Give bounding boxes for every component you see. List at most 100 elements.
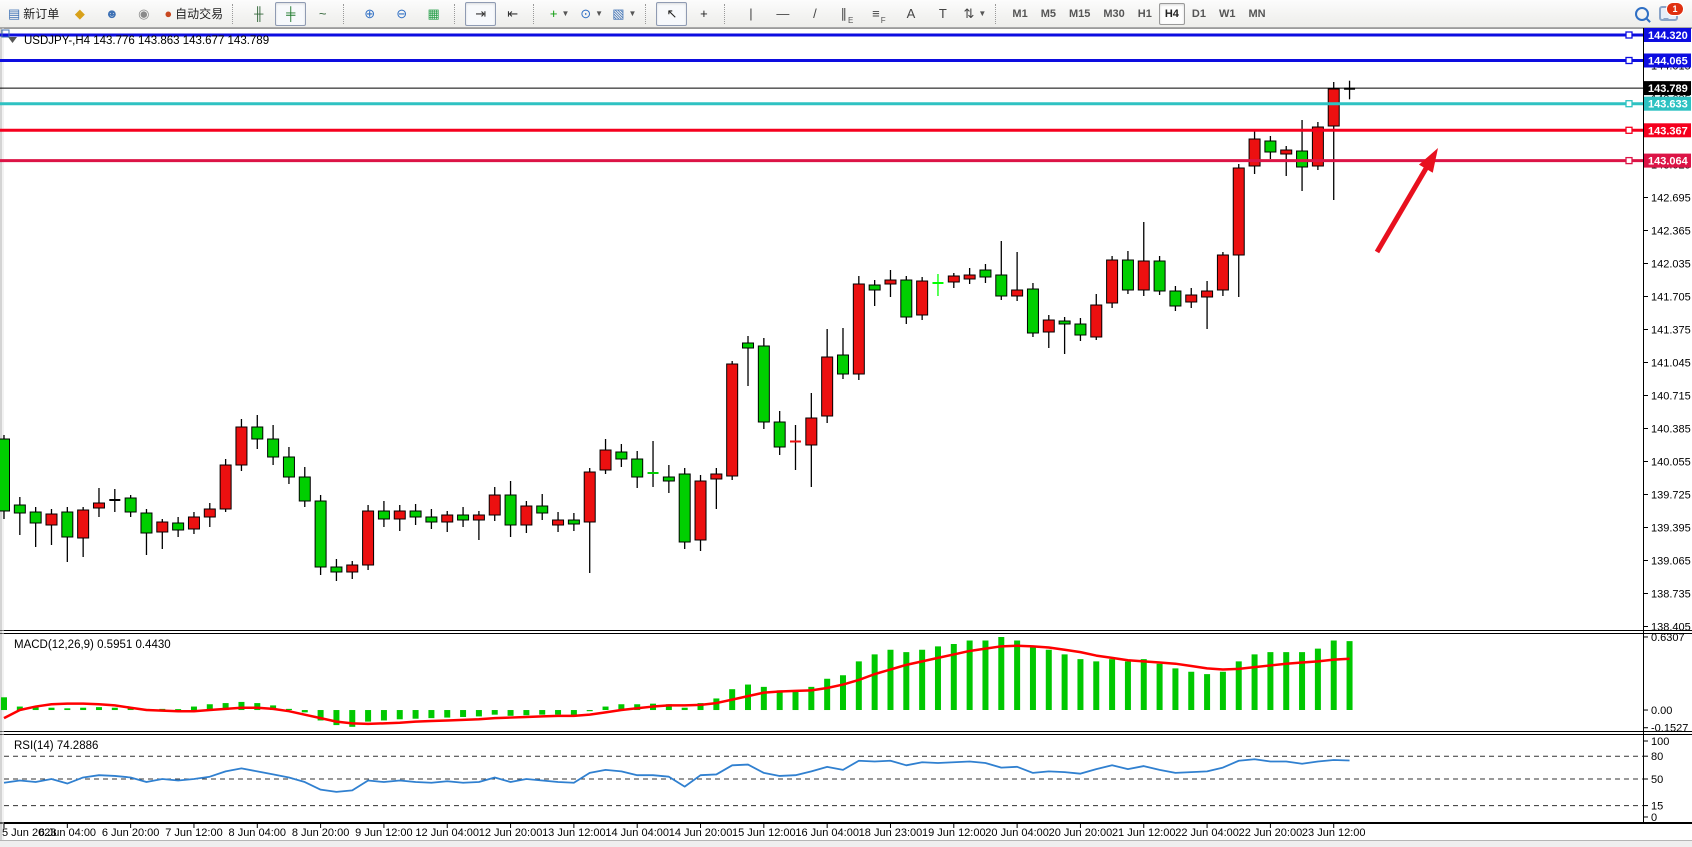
hline-handle-143.633[interactable] xyxy=(1625,100,1633,108)
indicators-dropdown-icon[interactable]: ▼ xyxy=(561,9,570,18)
periods-dropdown-icon[interactable]: ▼ xyxy=(595,9,604,18)
fibonacci-button[interactable]: ≡ F xyxy=(863,2,894,26)
candlestick-chart-button[interactable]: ╪ xyxy=(275,1,307,26)
price-badge-label: 144.320 xyxy=(1648,30,1688,42)
arrows-icon: ⇅ xyxy=(963,6,975,21)
arrows-button[interactable]: ⇅ ▼ xyxy=(959,2,990,26)
vertical-line-icon: | xyxy=(749,6,753,21)
macd-axis-label: 0.00 xyxy=(1651,705,1672,717)
axis-tick-label: 140.385 xyxy=(1651,424,1691,436)
axis-tick-label: 138.405 xyxy=(1651,622,1691,634)
cursor-button[interactable]: ↖ xyxy=(656,1,688,26)
timeframe-w1-button[interactable]: W1 xyxy=(1218,7,1236,20)
time-label: 19 Jun 12:00 xyxy=(922,827,986,839)
axis-tick-label: 142.365 xyxy=(1651,226,1691,238)
rsi-line xyxy=(3,758,1350,793)
tile-windows-button[interactable]: ▦ xyxy=(418,2,449,26)
rsi-label: RSI(14) 74.2886 xyxy=(14,740,98,752)
new-order-label: 新订单 xyxy=(23,7,60,21)
toolbar-separator xyxy=(645,3,652,24)
arrows-dropdown-icon[interactable]: ▼ xyxy=(978,9,987,18)
symbol-dropdown-icon[interactable] xyxy=(8,37,17,43)
auto-scroll-icon: ⇥ xyxy=(475,6,487,21)
bar-chart-button[interactable]: ╫ xyxy=(243,2,274,26)
time-label: 9 Jun 12:00 xyxy=(355,827,413,839)
auto-trading-button[interactable]: ● 自动交易 xyxy=(160,2,227,26)
text-button[interactable]: A xyxy=(895,2,926,26)
axis-tick-label: 141.375 xyxy=(1651,325,1691,337)
horizontal-line-icon: — xyxy=(776,6,790,21)
trendline-button[interactable]: / xyxy=(799,2,830,26)
text-label-icon: T xyxy=(938,6,947,21)
signals-button[interactable]: ◉ xyxy=(128,2,159,26)
toolbar-separator xyxy=(533,3,540,24)
chart-shift-button[interactable]: ⇤ xyxy=(497,2,528,26)
zoom-in-button[interactable]: ⊕ xyxy=(354,2,385,26)
time-label: 8 Jun 04:00 xyxy=(229,827,287,839)
fibonacci-subscript: F xyxy=(880,15,886,25)
profiles-button[interactable]: ☻ xyxy=(96,2,127,26)
horizontal-line-button[interactable]: — xyxy=(767,2,798,26)
trend-arrow-shaft[interactable] xyxy=(1374,162,1432,254)
periods-button[interactable]: ⊙ ▼ xyxy=(576,2,607,26)
hline-handle-144.320[interactable] xyxy=(1625,31,1633,39)
auto-trading-icon: ● xyxy=(164,6,173,21)
equidistant-channel-button[interactable]: ∥ E xyxy=(831,2,862,26)
time-label: 21 Jun 12:00 xyxy=(1112,827,1176,839)
cursor-icon: ↖ xyxy=(666,6,678,21)
toolbar-right: 1 xyxy=(1635,2,1688,21)
price-badge-143.367 xyxy=(1644,123,1691,138)
templates-button[interactable]: ▧ ▼ xyxy=(608,2,640,26)
auto-scroll-button[interactable]: ⇥ xyxy=(465,1,497,26)
time-label: 12 Jun 20:00 xyxy=(479,827,543,839)
toolbar: ▤ 新订单 ◆ ☻ ◉ ● 自动交易 ╫ ╪ ~ ⊕ ⊖ ▦ ⇥ ⇤ + ▼ ⊙ ▼ ▧ ▼ ↖ + | — / ∥ E ≡ F A T ⇅ ▼ M… xyxy=(0,0,1692,28)
line-chart-button[interactable]: ~ xyxy=(307,2,338,26)
candlesticks xyxy=(0,80,1356,581)
line-chart-icon: ~ xyxy=(318,6,327,21)
timeframe-mn-button[interactable]: MN xyxy=(1248,7,1266,20)
chart-title: USDJPY-,H4 143.776 143.863 143.677 143.7… xyxy=(24,35,269,47)
timeframe-m5-button[interactable]: M5 xyxy=(1040,7,1056,20)
time-label: 13 Jun 12:00 xyxy=(542,827,606,839)
timeframe-m1-button[interactable]: M1 xyxy=(1012,7,1028,20)
search-icon[interactable] xyxy=(1635,6,1649,21)
time-label: 5 Jun 2023 xyxy=(2,827,56,839)
crosshair-button[interactable]: + xyxy=(688,2,719,26)
hline-handle-143.064[interactable] xyxy=(1625,156,1633,165)
axis-tick-label: 138.735 xyxy=(1651,589,1691,601)
price-badge-144.065 xyxy=(1644,53,1691,68)
vertical-line-button[interactable]: | xyxy=(735,2,766,26)
timeframe-d1-button[interactable]: D1 xyxy=(1191,7,1206,20)
fibonacci-icon: ≡ xyxy=(872,6,880,21)
toolbar-separator xyxy=(454,3,461,24)
indicators-icon: + xyxy=(549,6,558,21)
time-label: 7 Jun 12:00 xyxy=(165,827,223,839)
text-label-button[interactable]: T xyxy=(927,2,958,26)
styler-bucket-button[interactable]: ◆ xyxy=(64,2,95,26)
hline-handle-143.367[interactable] xyxy=(1625,126,1633,134)
time-label: 12 Jun 04:00 xyxy=(415,827,479,839)
rsi-axis-label: 80 xyxy=(1651,751,1663,763)
new-order-button[interactable]: ▤ 新订单 xyxy=(4,2,63,26)
zoom-out-button[interactable]: ⊖ xyxy=(386,2,417,26)
templates-dropdown-icon[interactable]: ▼ xyxy=(628,9,637,18)
chart-window-icon xyxy=(1,29,10,38)
indicators-button[interactable]: + ▼ xyxy=(544,2,575,26)
time-label: 14 Jun 04:00 xyxy=(605,827,669,839)
timeframe-h1-button[interactable]: H1 xyxy=(1137,7,1152,20)
macd-axis-label: 0.6307 xyxy=(1651,632,1685,644)
rsi-axis-label: 0 xyxy=(1651,812,1657,824)
time-label: 20 Jun 20:00 xyxy=(1049,827,1113,839)
hline-handle-144.065[interactable] xyxy=(1625,56,1633,65)
toolbar-separator xyxy=(343,3,350,24)
timeframe-m15-button[interactable]: M15 xyxy=(1068,7,1091,20)
timeframe-m30-button[interactable]: M30 xyxy=(1103,7,1125,20)
price-badge-label: 143.633 xyxy=(1648,99,1688,111)
equidistant-channel-subscript: E xyxy=(847,15,854,25)
chat-icon[interactable]: 1 xyxy=(1659,2,1684,21)
trend-arrow-head[interactable] xyxy=(1418,148,1438,173)
time-label: 6 Jun 20:00 xyxy=(102,827,160,839)
timeframe-h4-button[interactable]: H4 xyxy=(1158,2,1185,25)
